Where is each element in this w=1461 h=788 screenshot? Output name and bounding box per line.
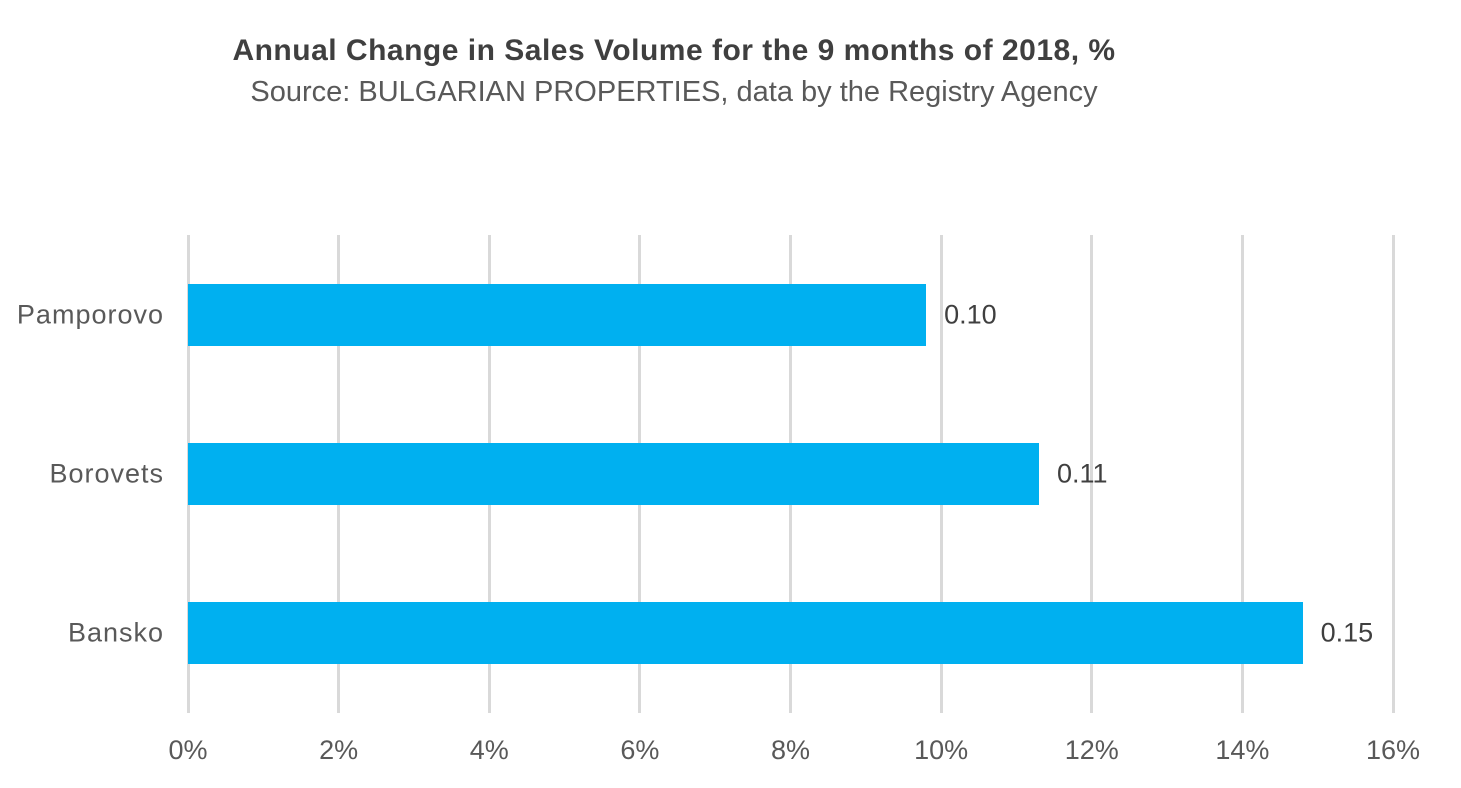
chart-title: Annual Change in Sales Volume for the 9 … bbox=[232, 34, 1116, 67]
x-tick-label: 10% bbox=[914, 735, 969, 765]
x-tick-label: 12% bbox=[1064, 735, 1119, 765]
bar bbox=[188, 602, 1303, 665]
bar bbox=[188, 443, 1040, 505]
category-label: Bansko bbox=[67, 617, 164, 648]
x-tick-label: 2% bbox=[319, 735, 359, 765]
x-tick-label: 4% bbox=[469, 735, 509, 765]
bar-value-label: 0.11 bbox=[1057, 458, 1108, 489]
x-tick-label: 16% bbox=[1365, 735, 1421, 765]
bar bbox=[188, 283, 927, 346]
gridline bbox=[1391, 235, 1395, 713]
x-tick-label: 0% bbox=[168, 735, 208, 765]
x-tick-label: 6% bbox=[620, 735, 660, 765]
gridline bbox=[1240, 235, 1244, 713]
x-tick-label: 14% bbox=[1215, 735, 1270, 765]
bar-value-label: 0.15 bbox=[1320, 617, 1374, 648]
category-label: Pamporovo bbox=[16, 299, 164, 330]
chart-subtitle: Source: BULGARIAN PROPERTIES, data by th… bbox=[250, 76, 1098, 108]
bar-value-label: 0.10 bbox=[944, 299, 997, 330]
x-tick-label: 8% bbox=[770, 735, 811, 765]
gridline bbox=[1090, 235, 1094, 713]
category-label: Borovets bbox=[49, 458, 164, 489]
